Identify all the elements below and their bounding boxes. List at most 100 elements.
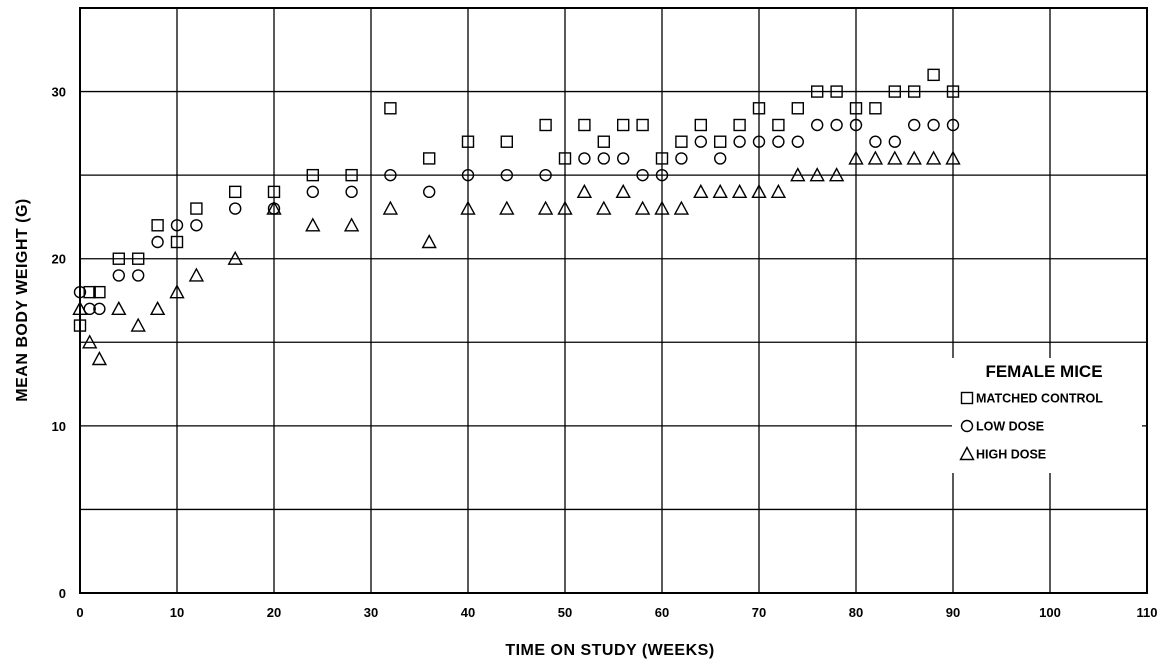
point-low-dose (345, 185, 358, 199)
point-high-dose (188, 267, 205, 282)
point-low-dose (461, 168, 475, 182)
point-low-dose (500, 168, 513, 182)
point-high-dose (712, 183, 728, 199)
point-matched-control (636, 118, 649, 132)
y-tick-label: 20 (52, 252, 66, 267)
point-high-dose (770, 183, 787, 199)
point-matched-control (170, 235, 184, 249)
point-high-dose (460, 200, 476, 215)
point-high-dose (596, 200, 612, 215)
legend: FEMALE MICE MATCHED CONTROL LOW DOSE HIGH … (952, 358, 1142, 473)
point-low-dose (73, 285, 87, 299)
point-matched-control (131, 252, 145, 265)
x-tick-label: 110 (1137, 605, 1158, 620)
point-low-dose (170, 219, 184, 232)
y-tick-label: 10 (52, 419, 66, 434)
point-high-dose (111, 300, 127, 316)
x-tick-label: 20 (267, 605, 281, 620)
point-low-dose (714, 152, 727, 165)
point-low-dose (849, 118, 863, 132)
point-high-dose (925, 150, 942, 165)
point-matched-control (345, 168, 358, 182)
legend-marker-high-dose (959, 446, 975, 461)
point-high-dose (790, 167, 806, 182)
point-high-dose (557, 200, 573, 215)
x-tick-label: 10 (170, 605, 184, 620)
point-low-dose (908, 118, 921, 132)
point-low-dose (830, 118, 843, 132)
legend-marker-low-dose (960, 419, 974, 433)
point-matched-control (655, 152, 669, 165)
point-matched-control (714, 135, 727, 148)
point-low-dose (888, 135, 901, 148)
point-matched-control (597, 135, 610, 148)
markers (72, 68, 961, 366)
point-high-dose (227, 250, 243, 265)
x-tick-label: 0 (76, 605, 83, 620)
point-matched-control (908, 85, 921, 98)
x-tick-label: 60 (655, 605, 669, 620)
point-low-dose (93, 302, 106, 316)
x-tick-label: 90 (946, 605, 960, 620)
y-tick-label: 30 (52, 85, 66, 100)
point-low-dose (112, 269, 126, 282)
point-matched-control (830, 85, 843, 98)
point-matched-control (228, 185, 242, 199)
point-matched-control (578, 118, 591, 132)
point-low-dose (190, 219, 203, 232)
point-high-dose (576, 183, 593, 199)
point-low-dose (946, 118, 960, 132)
point-low-dose (578, 152, 591, 165)
point-low-dose (306, 185, 319, 199)
point-matched-control (849, 102, 863, 115)
point-low-dose (655, 168, 669, 182)
point-low-dose (597, 152, 610, 165)
point-high-dose (634, 200, 651, 215)
point-high-dose (421, 234, 437, 249)
point-matched-control (112, 252, 126, 265)
point-matched-control (539, 118, 552, 132)
point-high-dose (266, 200, 282, 215)
point-matched-control (675, 135, 688, 148)
point-matched-control (694, 118, 707, 132)
point-high-dose (615, 183, 631, 199)
point-matched-control (869, 102, 882, 115)
y-axis-title: MEAN BODY WEIGHT (G) (14, 198, 31, 401)
point-high-dose (867, 150, 884, 165)
point-high-dose (82, 334, 98, 349)
x-tick-label: 80 (849, 605, 863, 620)
y-tick-labels: 0 10 20 30 (52, 85, 66, 601)
y-tick-label: 0 (59, 586, 66, 601)
point-matched-control (558, 152, 572, 165)
point-matched-control (888, 85, 901, 98)
x-tick-label: 40 (461, 605, 475, 620)
x-axis-title: TIME ON STUDY (WEEKS) (505, 642, 714, 659)
point-matched-control (461, 135, 475, 148)
point-high-dose (693, 183, 709, 199)
point-low-dose (927, 118, 940, 132)
point-matched-control (733, 118, 746, 132)
point-matched-control (83, 285, 96, 299)
point-high-dose (72, 300, 88, 316)
legend-label-high-dose: HIGH DOSE (976, 448, 1046, 462)
point-low-dose (772, 135, 785, 148)
point-matched-control (811, 85, 824, 98)
point-matched-control (93, 285, 106, 299)
legend-items: MATCHED CONTROL LOW DOSE HIGH DOSE (959, 391, 1103, 462)
point-high-dose (305, 217, 321, 232)
point-low-dose (675, 152, 688, 165)
point-high-dose (499, 200, 515, 215)
point-low-dose (151, 235, 164, 249)
point-high-dose (731, 183, 748, 199)
point-low-dose (733, 135, 746, 148)
point-low-dose (228, 202, 242, 215)
legend-title: FEMALE MICE (985, 362, 1102, 381)
point-matched-control (772, 118, 785, 132)
legend-marker-matched-control (960, 391, 974, 405)
x-tick-label: 30 (364, 605, 378, 620)
point-matched-control (190, 202, 203, 215)
legend-label-low-dose: LOW DOSE (976, 420, 1044, 434)
x-tick-label: 70 (752, 605, 766, 620)
point-low-dose (636, 168, 649, 182)
